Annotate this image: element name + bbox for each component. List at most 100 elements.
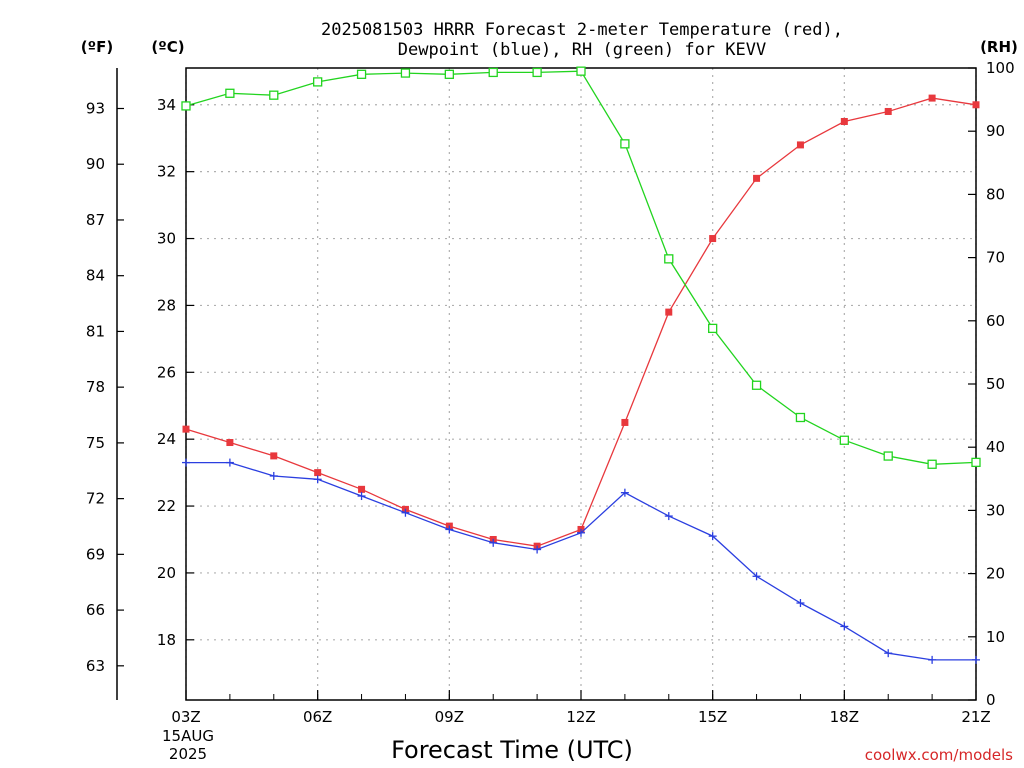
celsius-tick-label: 26 [157, 363, 176, 381]
rh-point [488, 67, 498, 78]
temperature-point [358, 485, 366, 493]
dewpoint-line [186, 461, 976, 661]
x-axis-label: Forecast Time (UTC) [391, 736, 633, 764]
dewpoint-point [182, 458, 190, 467]
x-tick-label: 06Z [303, 708, 332, 726]
dewpoint-point [620, 488, 629, 497]
rh-point [708, 323, 718, 334]
rh-tick-label: 30 [986, 501, 1005, 519]
dewpoint-series [182, 458, 980, 664]
dewpoint-point [269, 471, 278, 480]
fahrenheit-tick-label: 84 [86, 267, 105, 285]
rh-point [839, 435, 849, 445]
dewpoint-point [313, 475, 322, 484]
temperature-point [226, 439, 234, 447]
celsius-tick-label: 22 [157, 497, 176, 515]
celsius-tick-label: 24 [157, 430, 176, 448]
x-tick-label: 09Z [435, 708, 464, 726]
x-tick-label: 03Z [171, 708, 200, 726]
rh-tick-label: 10 [986, 628, 1005, 646]
temperature-point [796, 141, 804, 149]
rh-tick-label: 20 [986, 565, 1005, 583]
fahrenheit-tick-label: 72 [86, 490, 105, 508]
rh-tick-label: 40 [986, 438, 1005, 456]
rh-tick-label: 90 [986, 122, 1005, 140]
temperature-point [709, 235, 717, 243]
x-tick-label: 12Z [566, 708, 595, 726]
temperature-point [928, 94, 936, 102]
fahrenheit-tick-label: 75 [86, 434, 105, 452]
rh-tick-label: 50 [986, 375, 1005, 393]
dewpoint-point [401, 508, 410, 517]
date-label-day: 15AUG [162, 727, 214, 745]
fahrenheit-tick-label: 69 [86, 545, 105, 563]
rh-point [356, 69, 367, 79]
rh-point [664, 254, 674, 264]
credit-text: coolwx.com/models [865, 746, 1013, 764]
tick-labels: 18 20 22 24 26 28 30 32 34 63 66 69 72 75 78 81 84 87 90 93… [86, 59, 1015, 726]
rh-tick-label: 0 [986, 691, 996, 709]
celsius-tick-label: 18 [157, 631, 176, 649]
rh-unit-label: (RH) [980, 38, 1018, 56]
celsius-tick-label: 34 [157, 96, 176, 114]
temperature-point [314, 469, 322, 477]
dewpoint-point [225, 458, 234, 467]
x-tick-label: 21Z [961, 708, 990, 726]
dewpoint-point [796, 599, 805, 608]
dewpoint-point [972, 655, 980, 664]
rh-point [400, 68, 411, 78]
rh-point [444, 69, 454, 79]
fahrenheit-tick-label: 93 [86, 99, 105, 117]
dewpoint-point [577, 528, 585, 537]
fahrenheit-tick-label: 78 [86, 378, 105, 396]
chart-title-line2: Dewpoint (blue), RH (green) for KEVV [398, 40, 766, 60]
dewpoint-point [928, 655, 937, 664]
rh-tick-label: 100 [986, 59, 1015, 77]
rh-tick-label: 70 [986, 249, 1005, 267]
celsius-tick-label: 30 [157, 230, 176, 248]
fahrenheit-tick-label: 87 [86, 211, 105, 229]
temperature-point [270, 452, 278, 460]
temperature-line [185, 97, 977, 547]
dewpoint-point [357, 492, 366, 501]
temperature-point [884, 107, 892, 115]
temperature-point [665, 308, 673, 316]
chart-title-line1: 2025081503 HRRR Forecast 2-meter Tempera… [321, 20, 843, 40]
fahrenheit-tick-label: 63 [86, 657, 105, 675]
temperature-point [753, 174, 761, 182]
rh-point [751, 380, 762, 390]
celsius-unit-label: (ºC) [151, 38, 184, 56]
x-tick-label: 18Z [830, 708, 859, 726]
rh-point [269, 90, 279, 100]
temperature-point [840, 118, 848, 126]
dewpoint-point [533, 545, 542, 554]
x-tick-label: 15Z [698, 708, 727, 726]
rh-tick-label: 60 [986, 312, 1005, 330]
axes [116, 67, 977, 701]
rh-point [225, 88, 235, 98]
rh-series [181, 66, 981, 469]
dewpoint-point [840, 622, 849, 631]
rh-point [532, 67, 542, 78]
temperature-point [972, 101, 980, 109]
fahrenheit-tick-label: 66 [86, 601, 105, 619]
fahrenheit-unit-label: (ºF) [81, 38, 113, 56]
fahrenheit-tick-label: 81 [86, 322, 105, 340]
temperature-point [621, 418, 629, 426]
dewpoint-point [884, 649, 893, 658]
celsius-tick-label: 32 [157, 163, 176, 181]
dewpoint-point [752, 572, 761, 581]
dewpoint-point [664, 512, 673, 521]
rh-point [576, 66, 586, 76]
dewpoint-point [445, 525, 454, 534]
dewpoint-point [708, 532, 717, 541]
celsius-tick-label: 28 [157, 296, 176, 314]
rh-point [927, 459, 937, 469]
rh-point [313, 77, 323, 87]
rh-point [971, 457, 981, 468]
data-series [181, 66, 981, 664]
rh-tick-label: 80 [986, 185, 1005, 203]
rh-point [795, 412, 806, 423]
grid-lines [185, 68, 977, 700]
